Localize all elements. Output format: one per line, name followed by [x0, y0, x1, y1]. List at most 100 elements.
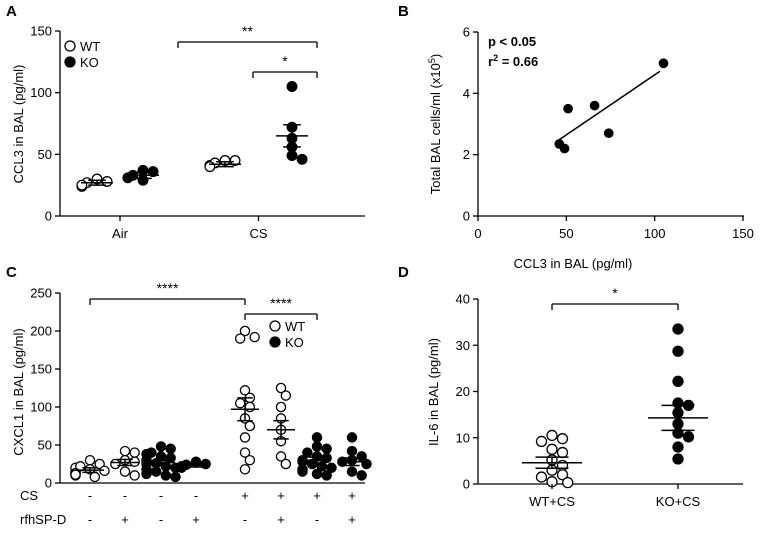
- panel-c-rfhspd-value: -: [88, 512, 92, 527]
- panel-a-group-point: [76, 179, 88, 191]
- panel-d-group-point: [546, 443, 558, 455]
- panel-c-legend-marker: [269, 336, 281, 348]
- panel-b-r-squared: r2 = 0.66: [488, 53, 538, 69]
- panel-c-group-point: [321, 470, 332, 481]
- panel-b-point: [563, 103, 573, 114]
- panel-b-x-tick-label: 50: [559, 226, 573, 241]
- panel-d-x-tick-label: KO+CS: [656, 494, 701, 509]
- panel-c-group-point: [311, 468, 323, 480]
- panel-c-rfhspd-value: +: [277, 512, 285, 527]
- panel-c-group-point: [321, 452, 332, 464]
- panel-d-group-point: [672, 453, 684, 465]
- panel-c-group-point: [110, 458, 121, 470]
- panel-c-row-label-rfhspd: rfhSP-D: [20, 512, 66, 527]
- panel-c-group-point: [119, 466, 131, 477]
- panel-c-group-point: [141, 468, 152, 480]
- panel-d-y-label: IL-6 in BAL (pg/ml): [426, 338, 441, 446]
- panel-c-group-point: [356, 470, 367, 481]
- panel-c-cs-value: -: [88, 488, 92, 503]
- panel-c-group-point: [306, 458, 318, 470]
- panel-c-group-point: [244, 420, 256, 432]
- panel-c-group-point: [280, 390, 292, 401]
- panel-c-group-point: [89, 471, 101, 483]
- panel-a-y-tick-label: 100: [30, 85, 52, 100]
- panel-c-group-point: [239, 464, 251, 475]
- panel-label-d: D: [398, 264, 409, 281]
- panel-b-regression-line: [557, 70, 661, 142]
- panel-d-group-point: [535, 471, 548, 483]
- panel-a-legend-marker: [64, 40, 76, 52]
- panel-d-y-tick-label: 20: [456, 384, 470, 399]
- panel-c-y-tick-label: 200: [30, 324, 52, 339]
- panel-c-group-point: [280, 458, 292, 470]
- panel-c-legend-label: WT: [285, 319, 305, 334]
- panel-d-group-point: [546, 429, 558, 442]
- panel-c-group-point: [239, 325, 251, 337]
- panel-a-legend-label: KO: [80, 55, 99, 70]
- panel-label-a: A: [6, 3, 17, 20]
- panel-c-group-point: [275, 451, 287, 462]
- panel-c-group-point: [321, 443, 332, 455]
- panel-c-cs-value: +: [277, 488, 285, 503]
- panel-c-cs-value: +: [241, 488, 249, 503]
- panel-b-y-tick-label: 0: [463, 209, 470, 224]
- panel-c-group-point: [275, 401, 287, 413]
- panel-c-group-point: [239, 432, 251, 443]
- panel-c-group-point: [244, 454, 256, 466]
- panel-c-group-point: [346, 432, 358, 443]
- panel-d-group-point: [672, 441, 684, 453]
- panel-d-group-point: [672, 375, 684, 387]
- panel-d-group-point: [562, 476, 574, 489]
- panel-a-significance-label: *: [282, 53, 288, 69]
- panel-c-group-point: [311, 432, 323, 443]
- panel-d-group-point: [556, 469, 569, 481]
- panel-c-group-point: [239, 447, 251, 458]
- panel-c-group-point: [99, 465, 110, 477]
- panel-c-significance-label: ****: [270, 295, 292, 311]
- panel-d-group-point: [535, 435, 548, 448]
- panel-b-x-tick-label: 0: [474, 226, 481, 241]
- panel-c-group-point: [297, 466, 308, 477]
- panel-c-group-point: [234, 397, 246, 409]
- panel-d-group-point: [672, 323, 684, 335]
- panel-c-group-point: [239, 385, 251, 396]
- panel-c-rfhspd-value: -: [315, 512, 319, 527]
- panel-c-group-point: [361, 458, 372, 470]
- panel-c-group-point: [326, 462, 337, 474]
- panel-c-group-point: [165, 443, 176, 455]
- panel-c-group-point: [244, 401, 256, 413]
- panel-c-cs-value: -: [159, 488, 163, 503]
- panel-a-group-point: [101, 176, 113, 187]
- panel-b-y-tick-label: 2: [463, 147, 470, 162]
- panel-c-group-point: [119, 445, 131, 457]
- panel-b-x-label: CCL3 in BAL (pg/ml): [514, 256, 633, 271]
- panel-c-group-point: [181, 459, 192, 471]
- panel-b-p-value: p < 0.05: [488, 34, 536, 49]
- panel-a-x-tick-label: Air: [112, 226, 129, 241]
- panel-c-group-point: [70, 469, 81, 480]
- panel-b-point: [589, 100, 600, 111]
- panel-d-y-tick-label: 40: [456, 292, 470, 307]
- panel-c-group-point: [84, 454, 96, 466]
- panel-c-group-point: [160, 470, 172, 481]
- panel-d-group-point: [556, 433, 569, 445]
- panel-b-point: [658, 58, 669, 69]
- panel-label-b: B: [398, 3, 409, 20]
- panel-d-y-tick-label: 10: [456, 430, 470, 445]
- panel-c-legend-marker: [269, 320, 281, 332]
- panel-c-cs-value: -: [123, 488, 127, 503]
- panel-c-cs-value: +: [348, 488, 356, 503]
- panel-c-group-point: [165, 452, 176, 464]
- panel-c-group-point: [129, 447, 140, 458]
- panel-c-group-point: [234, 333, 246, 344]
- panel-c-group-point: [129, 470, 140, 481]
- panel-d-y-tick-label: 0: [463, 477, 470, 492]
- panel-d-group-point: [556, 446, 569, 459]
- panel-c-rfhspd-value: +: [348, 512, 356, 527]
- panel-d-group-point: [672, 345, 684, 357]
- panel-c-group-point: [346, 466, 358, 477]
- panel-c-rfhspd-value: -: [159, 512, 163, 527]
- panel-d-group-point: [682, 431, 695, 443]
- panel-b-x-tick-label: 150: [732, 226, 754, 241]
